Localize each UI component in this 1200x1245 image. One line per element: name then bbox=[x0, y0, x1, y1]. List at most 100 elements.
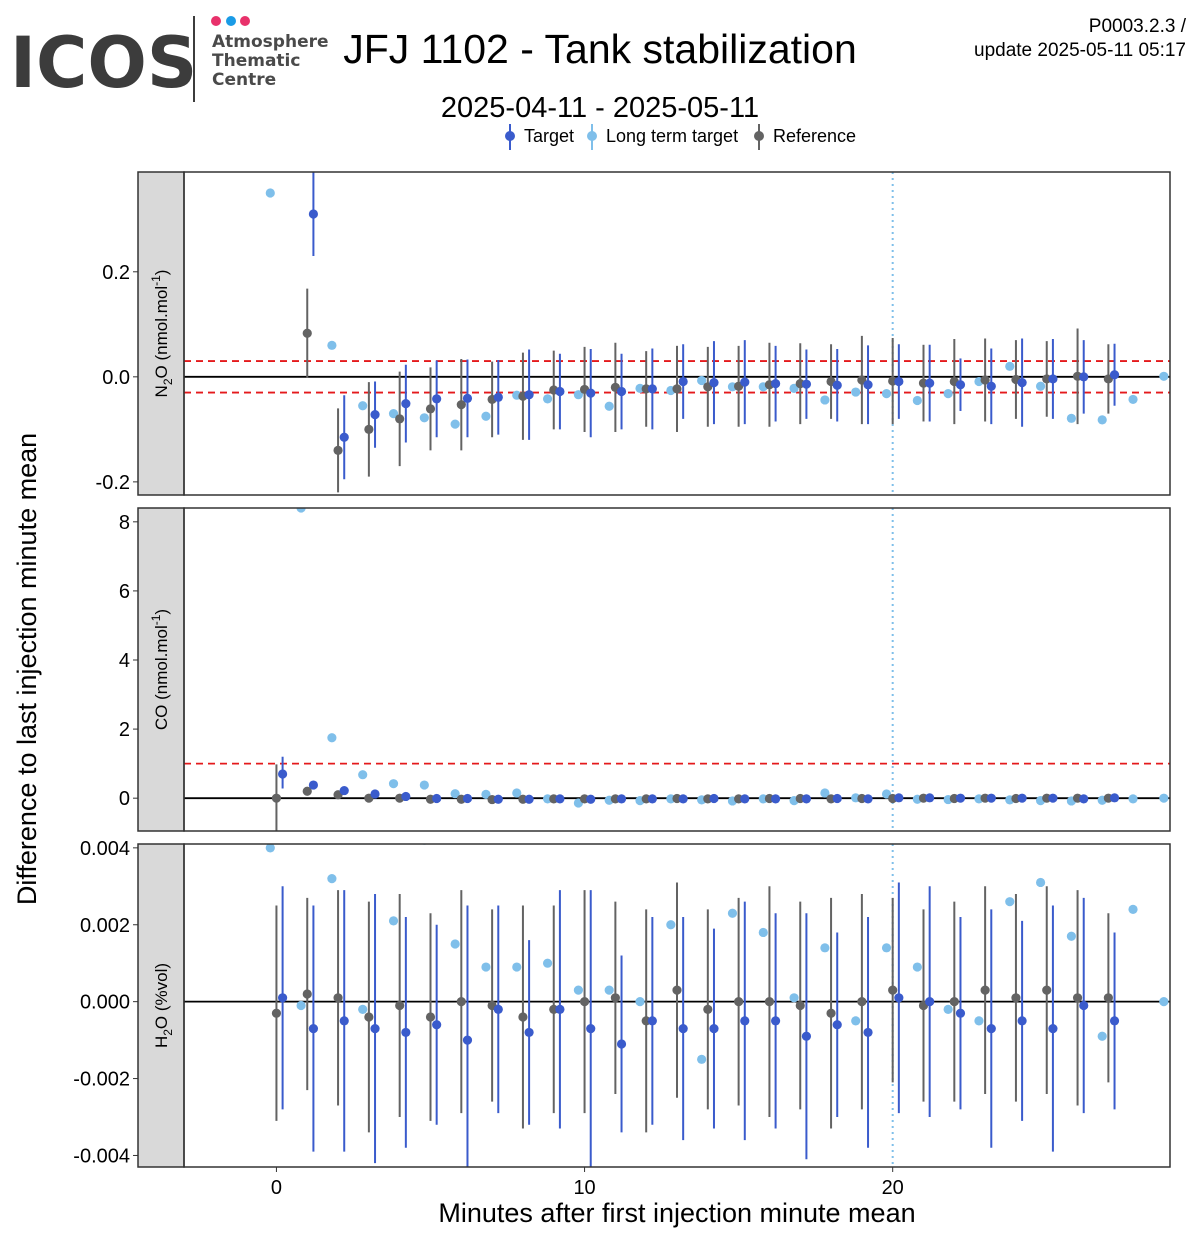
long-term-target-point bbox=[327, 340, 337, 350]
target-point bbox=[432, 394, 442, 404]
version-label: P0003.2.3 / bbox=[1089, 16, 1187, 37]
target-point bbox=[771, 379, 781, 389]
target-point bbox=[401, 791, 411, 802]
target-point bbox=[740, 794, 750, 804]
long-term-target-point bbox=[388, 408, 399, 419]
long-term-target-point bbox=[450, 419, 460, 429]
target-point bbox=[1048, 374, 1058, 384]
target-point bbox=[555, 1004, 565, 1014]
y-tick-label: 8 bbox=[119, 512, 130, 534]
target-point bbox=[647, 1016, 657, 1026]
y-axis-title: Difference to last injection minute mean bbox=[12, 433, 42, 905]
panel-plot-area bbox=[184, 508, 1170, 831]
target-point bbox=[863, 794, 873, 804]
long-term-target-point bbox=[697, 1054, 707, 1064]
reference-point bbox=[1042, 985, 1052, 995]
reference-point bbox=[1103, 993, 1113, 1003]
target-point bbox=[493, 794, 503, 804]
target-point bbox=[709, 793, 719, 804]
target-point bbox=[709, 1023, 719, 1034]
target-point bbox=[955, 1008, 966, 1018]
y-tick-label: 0.000 bbox=[80, 992, 130, 1014]
long-term-target-point bbox=[1128, 394, 1138, 405]
y-tick-label: 0 bbox=[119, 788, 130, 810]
update-label: update 2025-05-11 05:17 bbox=[974, 40, 1186, 61]
long-term-target-point bbox=[881, 943, 892, 953]
chart-subtitle: 2025-04-11 - 2025-05-11 bbox=[441, 92, 759, 124]
long-term-target-point bbox=[265, 188, 275, 198]
reference-point bbox=[610, 993, 620, 1003]
y-tick-label: 6 bbox=[119, 581, 130, 603]
reference-point bbox=[395, 1000, 405, 1011]
long-term-target-point bbox=[912, 395, 922, 406]
target-point bbox=[1109, 793, 1120, 803]
reference-point bbox=[364, 1012, 374, 1022]
long-term-target-point bbox=[419, 413, 429, 423]
long-term-target-point bbox=[912, 962, 922, 972]
long-term-target-point bbox=[604, 985, 614, 995]
chart-title: JFJ 1102 - Tank stabilization bbox=[343, 26, 857, 72]
reference-point bbox=[302, 989, 312, 999]
target-point bbox=[925, 378, 935, 388]
long-term-target-point bbox=[1035, 877, 1046, 888]
facet-panels: N2O (nmol.mol-1) 0.2 0.0 -0.2 CO (nmol.mol-1… bbox=[73, 171, 1171, 1199]
reference-point bbox=[364, 424, 374, 434]
long-term-target-point bbox=[1159, 371, 1169, 381]
reference-point bbox=[456, 997, 466, 1007]
target-point bbox=[709, 378, 719, 388]
long-term-target-point bbox=[1035, 381, 1046, 391]
reference-point bbox=[302, 786, 312, 796]
long-term-target-point bbox=[1005, 897, 1015, 907]
long-term-target-point bbox=[820, 788, 830, 798]
target-point bbox=[1048, 793, 1058, 803]
target-point bbox=[493, 392, 503, 402]
target-point bbox=[370, 1023, 380, 1034]
target-point bbox=[555, 794, 565, 804]
legend-reference-label: Reference bbox=[773, 126, 856, 146]
panel-1: CO (nmol.mol-1) 8 6 4 2 0 bbox=[119, 507, 1171, 832]
target-point bbox=[986, 793, 996, 803]
long-term-target-point bbox=[481, 962, 491, 972]
target-point bbox=[647, 794, 657, 804]
reference-point bbox=[1072, 993, 1083, 1003]
x-axis-title: Minutes after first injection minute mea… bbox=[438, 1198, 915, 1228]
legend-target-label: Target bbox=[524, 126, 574, 146]
long-term-target-point bbox=[851, 387, 861, 397]
panel-background bbox=[184, 508, 1170, 831]
long-term-target-point bbox=[604, 401, 614, 411]
y-tick-label: -0.004 bbox=[73, 1145, 130, 1167]
target-point bbox=[524, 794, 534, 804]
long-term-target-point bbox=[1128, 904, 1138, 914]
reference-point bbox=[672, 985, 682, 995]
target-point bbox=[832, 380, 842, 390]
target-point bbox=[1109, 370, 1120, 380]
reference-point bbox=[826, 1008, 836, 1018]
target-point bbox=[740, 1016, 750, 1026]
long-term-target-point bbox=[388, 779, 399, 789]
logo-line-1: Atmosphere bbox=[212, 32, 329, 52]
legend-long-term-label: Long term target bbox=[606, 126, 738, 146]
reference-point bbox=[734, 997, 744, 1007]
target-point bbox=[370, 789, 380, 799]
long-term-target-point bbox=[542, 958, 553, 968]
panel-2: H2O (%vol) 0.004 0.002 0.000 -0.002 -0.004 0 10… bbox=[73, 838, 1171, 1199]
target-point bbox=[432, 1020, 442, 1030]
target-point bbox=[771, 1016, 781, 1026]
long-term-target-point bbox=[512, 962, 522, 972]
target-point bbox=[493, 1004, 503, 1014]
x-tick-label: 0 bbox=[271, 1177, 282, 1199]
y-tick-label: -0.2 bbox=[96, 472, 130, 494]
target-point bbox=[616, 386, 627, 397]
long-term-target-point bbox=[542, 394, 553, 404]
target-point bbox=[555, 386, 565, 397]
legend-long-term-marker bbox=[587, 131, 597, 141]
target-point bbox=[278, 993, 288, 1003]
reference-point bbox=[333, 445, 343, 455]
long-term-target-point bbox=[727, 908, 738, 918]
logo-dot bbox=[240, 16, 250, 26]
target-point bbox=[462, 793, 473, 804]
reference-point bbox=[980, 375, 990, 385]
x-tick-label: 20 bbox=[882, 1177, 904, 1199]
reference-point bbox=[425, 1012, 436, 1022]
long-term-target-point bbox=[358, 770, 368, 780]
